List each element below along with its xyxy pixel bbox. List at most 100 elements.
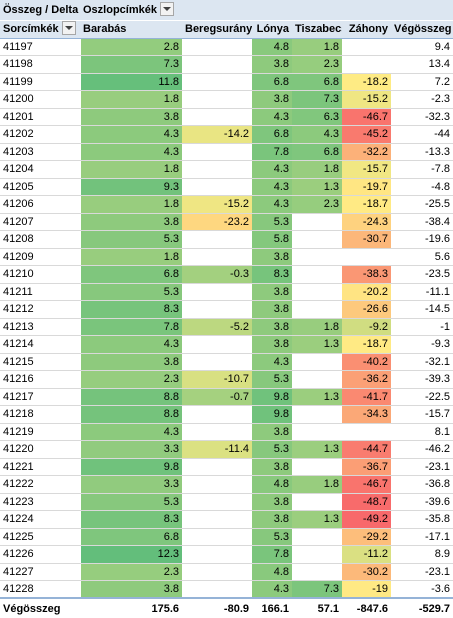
cell-tiszabecs[interactable]: 1.8 — [292, 38, 342, 56]
cell-lonya[interactable]: 6.8 — [252, 73, 292, 91]
cell-zahony[interactable]: -41.7 — [342, 388, 391, 406]
cell-barabas[interactable]: 2.3 — [80, 370, 182, 389]
row-label[interactable]: 41219 — [0, 423, 81, 441]
cell-beregsurany[interactable]: -15.2 — [182, 195, 252, 214]
row-label[interactable]: 41227 — [0, 563, 81, 581]
row-label[interactable]: 41213 — [0, 318, 81, 336]
cell-lonya[interactable]: 8.3 — [252, 265, 292, 284]
cell-zahony[interactable]: -44.7 — [342, 440, 391, 459]
cell-beregsurany[interactable] — [182, 90, 252, 109]
cell-barabas[interactable]: 5.3 — [80, 230, 182, 249]
cell-barabas[interactable]: 3.8 — [80, 108, 182, 126]
cell-beregsurany[interactable] — [182, 55, 252, 74]
cell-lonya[interactable]: 3.8 — [252, 55, 292, 74]
cell-tiszabecs[interactable] — [292, 563, 342, 581]
cell-zahony[interactable]: -46.7 — [342, 108, 391, 126]
total-zahony[interactable]: -847.6 — [342, 597, 391, 618]
row-label[interactable]: 41209 — [0, 248, 81, 266]
cell-zahony[interactable] — [342, 38, 391, 56]
cell-grand-total[interactable]: -3.6 — [391, 580, 453, 599]
cell-tiszabecs[interactable] — [292, 458, 342, 476]
cell-grand-total[interactable]: -23.1 — [391, 563, 453, 581]
cell-lonya[interactable]: 5.8 — [252, 230, 292, 249]
cell-zahony[interactable]: -36.2 — [342, 370, 391, 389]
cell-zahony[interactable]: -11.2 — [342, 545, 391, 564]
cell-zahony[interactable]: -15.7 — [342, 160, 391, 179]
cell-barabas[interactable]: 4.3 — [80, 125, 182, 144]
cell-beregsurany[interactable] — [182, 493, 252, 511]
cell-beregsurany[interactable] — [182, 545, 252, 564]
cell-beregsurany[interactable] — [182, 73, 252, 91]
cell-barabas[interactable]: 3.3 — [80, 440, 182, 459]
row-label[interactable]: 41198 — [0, 55, 81, 74]
cell-beregsurany[interactable] — [182, 178, 252, 196]
row-label[interactable]: 41214 — [0, 335, 81, 354]
cell-lonya[interactable]: 4.8 — [252, 563, 292, 581]
cell-barabas[interactable]: 3.3 — [80, 475, 182, 494]
cell-beregsurany[interactable] — [182, 563, 252, 581]
cell-grand-total[interactable]: -19.6 — [391, 230, 453, 249]
cell-lonya[interactable]: 9.8 — [252, 405, 292, 424]
cell-tiszabecs[interactable]: 1.3 — [292, 440, 342, 459]
cell-barabas[interactable]: 9.3 — [80, 178, 182, 196]
cell-zahony[interactable]: -18.7 — [342, 195, 391, 214]
cell-tiszabecs[interactable] — [292, 353, 342, 371]
row-label[interactable]: 41223 — [0, 493, 81, 511]
cell-beregsurany[interactable]: -10.7 — [182, 370, 252, 389]
cell-barabas[interactable]: 4.3 — [80, 143, 182, 161]
cell-grand-total[interactable]: -36.8 — [391, 475, 453, 494]
cell-barabas[interactable]: 11.8 — [80, 73, 182, 91]
cell-lonya[interactable]: 3.8 — [252, 493, 292, 511]
cell-zahony[interactable]: -24.3 — [342, 213, 391, 231]
cell-barabas[interactable]: 1.8 — [80, 195, 182, 214]
cell-tiszabecs[interactable]: 1.3 — [292, 178, 342, 196]
cell-lonya[interactable]: 3.8 — [252, 90, 292, 109]
cell-beregsurany[interactable] — [182, 353, 252, 371]
cell-grand-total[interactable]: 5.6 — [391, 248, 453, 266]
cell-lonya[interactable]: 5.3 — [252, 370, 292, 389]
cell-lonya[interactable]: 3.8 — [252, 335, 292, 354]
column-header-grand-total[interactable]: Végösszeg — [391, 20, 453, 39]
cell-beregsurany[interactable] — [182, 283, 252, 301]
cell-tiszabecs[interactable]: 7.3 — [292, 90, 342, 109]
cell-beregsurany[interactable]: -0.3 — [182, 265, 252, 284]
cell-zahony[interactable]: -26.6 — [342, 300, 391, 319]
cell-tiszabecs[interactable] — [292, 248, 342, 266]
cell-zahony[interactable]: -18.2 — [342, 73, 391, 91]
cell-zahony[interactable]: -18.7 — [342, 335, 391, 354]
cell-beregsurany[interactable] — [182, 580, 252, 599]
cell-grand-total[interactable]: -22.5 — [391, 388, 453, 406]
cell-lonya[interactable]: 4.3 — [252, 580, 292, 599]
row-label[interactable]: 41208 — [0, 230, 81, 249]
cell-lonya[interactable]: 5.3 — [252, 528, 292, 546]
cell-grand-total[interactable]: -44 — [391, 125, 453, 144]
cell-barabas[interactable]: 5.3 — [80, 283, 182, 301]
grand-total-label[interactable]: Végösszeg — [0, 597, 80, 618]
row-label[interactable]: 41225 — [0, 528, 81, 546]
cell-lonya[interactable]: 4.3 — [252, 108, 292, 126]
cell-lonya[interactable]: 7.8 — [252, 545, 292, 564]
cell-beregsurany[interactable] — [182, 38, 252, 56]
cell-tiszabecs[interactable] — [292, 370, 342, 389]
cell-grand-total[interactable]: 8.9 — [391, 545, 453, 564]
cell-beregsurany[interactable] — [182, 300, 252, 319]
row-label[interactable]: 41207 — [0, 213, 81, 231]
row-label[interactable]: 41197 — [0, 38, 81, 56]
cell-zahony[interactable]: -36.7 — [342, 458, 391, 476]
cell-barabas[interactable]: 3.8 — [80, 213, 182, 231]
cell-barabas[interactable]: 1.8 — [80, 160, 182, 179]
cell-barabas[interactable]: 2.3 — [80, 563, 182, 581]
row-label[interactable]: 41212 — [0, 300, 81, 319]
cell-beregsurany[interactable]: -5.2 — [182, 318, 252, 336]
cell-lonya[interactable]: 9.8 — [252, 388, 292, 406]
cell-zahony[interactable]: -19.7 — [342, 178, 391, 196]
cell-zahony[interactable]: -40.2 — [342, 353, 391, 371]
cell-grand-total[interactable]: 7.2 — [391, 73, 453, 91]
total-tiszabecs[interactable]: 57.1 — [292, 597, 342, 618]
cell-tiszabecs[interactable]: 1.3 — [292, 335, 342, 354]
cell-grand-total[interactable]: -9.3 — [391, 335, 453, 354]
cell-tiszabecs[interactable] — [292, 493, 342, 511]
cell-barabas[interactable]: 8.3 — [80, 300, 182, 319]
cell-barabas[interactable]: 8.3 — [80, 510, 182, 529]
cell-tiszabecs[interactable]: 2.3 — [292, 55, 342, 74]
